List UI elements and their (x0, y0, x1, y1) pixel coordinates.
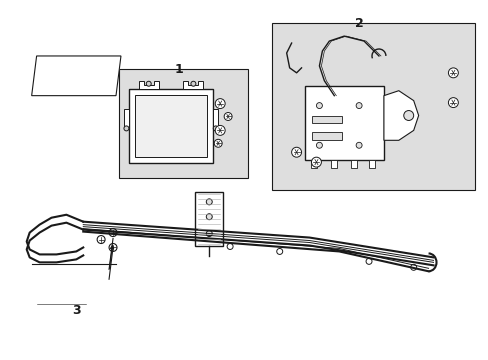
Circle shape (224, 113, 232, 121)
Circle shape (97, 235, 105, 243)
Circle shape (316, 142, 322, 148)
Circle shape (215, 125, 224, 135)
Circle shape (447, 98, 457, 108)
Bar (119, 69, 247, 178)
Polygon shape (32, 56, 121, 96)
Circle shape (355, 103, 361, 109)
Circle shape (123, 126, 129, 131)
Bar (312, 132, 342, 140)
Bar (311, 160, 317, 168)
Circle shape (410, 264, 416, 270)
Bar (213, 109, 218, 129)
Circle shape (276, 248, 282, 255)
Bar (123, 109, 129, 129)
Circle shape (291, 147, 301, 157)
Bar (304, 86, 383, 160)
Bar (331, 160, 337, 168)
Bar (368, 160, 374, 168)
Bar (129, 89, 213, 163)
Circle shape (366, 258, 371, 264)
Circle shape (447, 68, 457, 78)
Bar (135, 95, 207, 157)
Circle shape (109, 243, 117, 251)
Polygon shape (183, 81, 203, 89)
Bar (195, 192, 223, 247)
Circle shape (214, 139, 222, 147)
Circle shape (109, 229, 117, 237)
Circle shape (226, 243, 233, 249)
Text: 1: 1 (174, 63, 183, 76)
Circle shape (146, 81, 151, 86)
Circle shape (206, 199, 212, 205)
Bar (312, 116, 342, 123)
Circle shape (355, 142, 361, 148)
Circle shape (316, 103, 322, 109)
Polygon shape (139, 81, 158, 89)
Circle shape (311, 157, 321, 167)
Text: 2: 2 (354, 17, 363, 30)
Circle shape (213, 126, 218, 131)
Bar (350, 160, 356, 168)
Text: 3: 3 (72, 304, 81, 317)
Circle shape (206, 214, 212, 220)
Circle shape (215, 99, 224, 109)
Circle shape (190, 81, 196, 86)
Circle shape (206, 231, 212, 237)
Polygon shape (383, 91, 418, 140)
Circle shape (403, 111, 413, 121)
Bar (271, 23, 474, 190)
